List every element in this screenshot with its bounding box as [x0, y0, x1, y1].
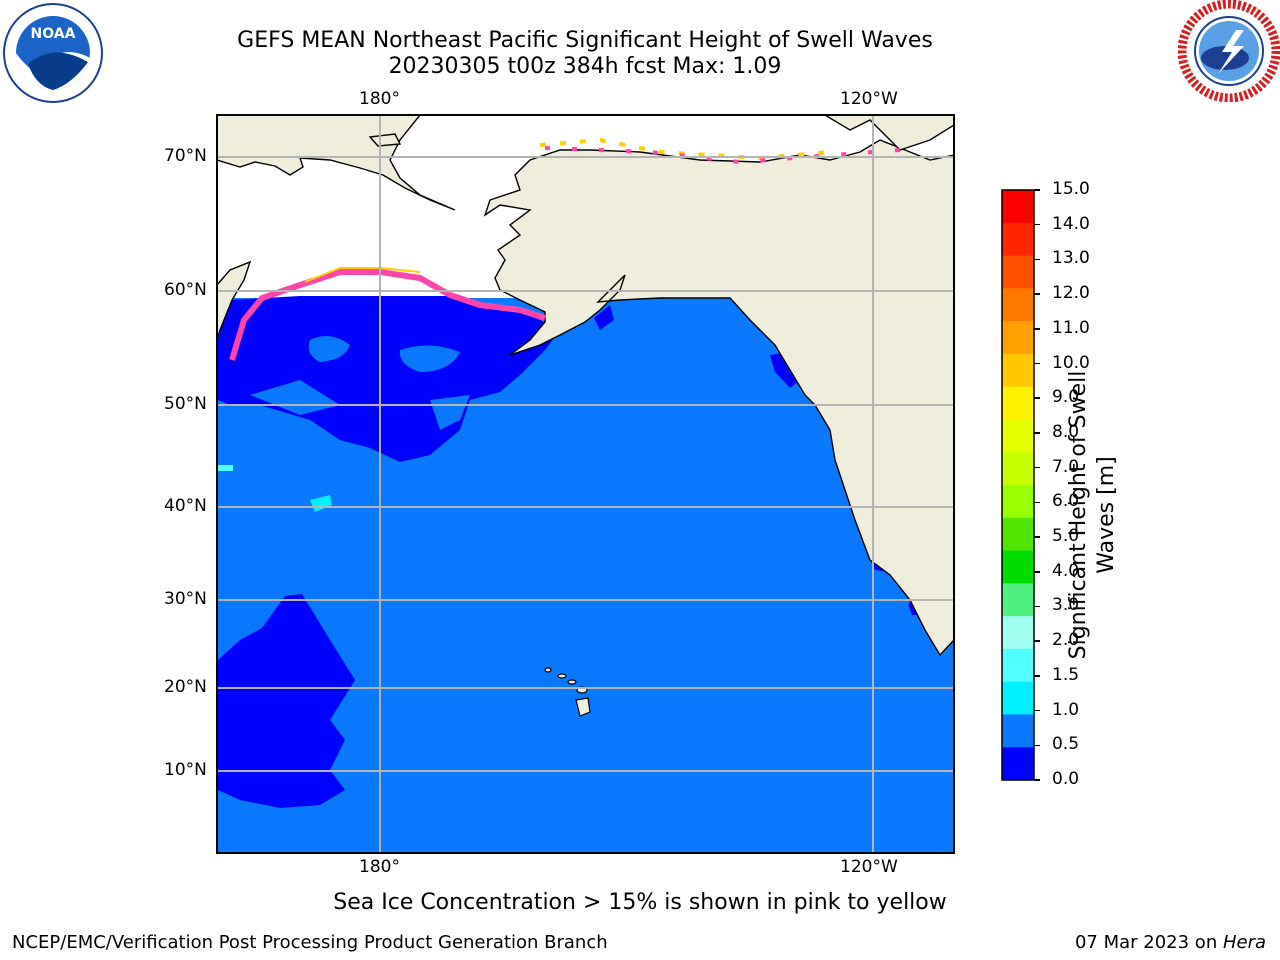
colorbar-tick-label: 12.0: [1052, 283, 1090, 304]
noaa-logo: NOAA: [3, 3, 103, 103]
colorbar-tick-label: 6.0: [1052, 491, 1080, 512]
colorbar-tick-label: 1.5: [1052, 664, 1080, 685]
colorbar-tick-mark: [1034, 466, 1040, 469]
footer-host: Hera: [1222, 932, 1266, 953]
graticule: [217, 115, 954, 853]
lat-label-20n: 20°N: [164, 677, 207, 697]
lat-label-30n: 30°N: [164, 589, 207, 609]
colorbar-segment: [1002, 681, 1034, 715]
colorbar-tick-label: 14.0: [1052, 213, 1090, 234]
colorbar-segment: [1002, 517, 1034, 552]
colorbar-tick-mark: [1034, 605, 1040, 608]
noaa-logo-text: NOAA: [31, 26, 76, 42]
colorbar-segment: [1002, 386, 1034, 420]
lon-label-top-180: 180°: [359, 89, 400, 109]
colorbar-tick-mark: [1034, 744, 1040, 747]
colorbar-segment: [1002, 419, 1034, 453]
colorbar-tick-label: 10.0: [1052, 352, 1090, 373]
lat-label-10n: 10°N: [164, 760, 207, 780]
low-swell-region-north: [218, 296, 560, 462]
colorbar-tick-mark: [1034, 328, 1040, 330]
colorbar-tick-label: 8.0: [1052, 421, 1080, 442]
nws-logo: [1178, 0, 1280, 102]
colorbar-tick-mark: [1034, 362, 1040, 365]
colorbar-segment: [1002, 550, 1034, 584]
lon-label-bottom-120w: 120°W: [840, 857, 898, 877]
colorbar-tick-mark: [1034, 432, 1040, 434]
colorbar-tick-mark: [1034, 571, 1040, 573]
colorbar-tick-mark: [1034, 223, 1040, 226]
map-frame: [216, 114, 955, 854]
land-north-america: [483, 115, 954, 657]
colorbar-segment: [1002, 747, 1034, 781]
colorbar-segment: [1002, 485, 1034, 519]
chart-subtitle: 20230305 t00z 384h fcst Max: 1.09: [388, 54, 782, 79]
colorbar-tick-label: 0.0: [1052, 769, 1080, 789]
colorbar-segment: [1002, 616, 1034, 650]
colorbar-segment: [1002, 648, 1034, 683]
lon-label-top-120w: 120°W: [840, 89, 898, 109]
colorbar-tick-mark: [1034, 293, 1040, 295]
colorbar-segment: [1002, 288, 1034, 322]
colorbar-tick-mark: [1034, 709, 1040, 712]
low-swell-region-south: [218, 594, 355, 808]
colorbar-tick-label: 1.0: [1052, 699, 1080, 720]
colorbar-segment: [1002, 452, 1034, 486]
colorbar-tick-label: 13.0: [1052, 248, 1090, 269]
colorbar-tick-mark: [1034, 640, 1040, 642]
colorbar-tick-mark: [1034, 501, 1040, 504]
colorbar-tick-mark: [1034, 536, 1040, 538]
colorbar-tick-mark: [1034, 397, 1040, 399]
map: [216, 114, 955, 854]
colorbar-tick-label: 11.0: [1052, 317, 1090, 338]
lat-label-70n: 70°N: [164, 146, 207, 166]
colorbar-tick-mark: [1034, 258, 1040, 261]
lon-label-bottom-180: 180°: [359, 857, 400, 877]
colorbar-frame: [1001, 189, 1035, 781]
footer-date: 07 Mar 2023 on Hera: [1075, 932, 1266, 953]
footer-credit: NCEP/EMC/Verification Post Processing Pr…: [12, 932, 608, 953]
colorbar: [1001, 189, 1035, 781]
colorbar-tick-label: 2.0: [1052, 630, 1080, 651]
colorbar-segment: [1002, 714, 1034, 748]
colorbar-tick-mark: [1034, 189, 1040, 191]
sea-ice-note: Sea Ice Concentration > 15% is shown in …: [333, 890, 947, 915]
colorbar-tick-label: 4.0: [1052, 560, 1080, 581]
colorbar-segment: [1002, 190, 1034, 224]
colorbar-segment: [1002, 353, 1034, 388]
colorbar-tick-label: 0.5: [1052, 734, 1080, 755]
colorbar-tick-label: 15.0: [1052, 179, 1090, 199]
colorbar-segment: [1002, 321, 1034, 355]
colorbar-label: Significant Height of Swell Waves [m]: [1066, 370, 1119, 660]
colorbar-segment: [1002, 583, 1034, 617]
colorbar-tick-label: 7.0: [1052, 456, 1080, 477]
footer-date-text: 07 Mar 2023 on: [1074, 932, 1223, 953]
colorbar-segment: [1002, 222, 1034, 257]
chart-title: GEFS MEAN Northeast Pacific Significant …: [237, 28, 933, 53]
lat-label-50n: 50°N: [164, 394, 207, 414]
colorbar-tick-label: 3.0: [1052, 595, 1080, 616]
colorbar-segment: [1002, 255, 1034, 289]
colorbar-tick-mark: [1034, 675, 1040, 677]
lat-label-40n: 40°N: [164, 496, 207, 516]
colorbar-tick-label: 9.0: [1052, 387, 1080, 408]
lat-label-60n: 60°N: [164, 280, 207, 300]
colorbar-tick-mark: [1034, 779, 1040, 781]
colorbar-tick-label: 5.0: [1052, 526, 1080, 547]
